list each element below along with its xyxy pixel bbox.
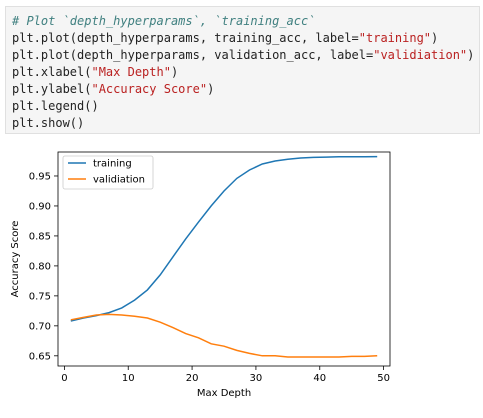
x-tick-label: 40 xyxy=(313,373,326,384)
code-line: plt.plot(depth_hyperparams, training_acc… xyxy=(12,30,479,47)
series-line-validiation xyxy=(70,313,378,358)
x-axis-ticks: 0 10 20 30 40 50 xyxy=(61,366,390,384)
y-tick-label: 0.65 xyxy=(29,351,51,362)
y-tick-label: 0.95 xyxy=(29,171,51,182)
code-token: ) xyxy=(207,82,215,96)
y-tick-label: 0.70 xyxy=(29,321,51,332)
code-line: plt.show() xyxy=(12,115,479,132)
legend-box xyxy=(62,155,154,190)
code-token: ) xyxy=(170,65,179,79)
x-tick-label: 30 xyxy=(250,373,263,384)
code-line: # Plot `depth_hyperparams`, `training_ac… xyxy=(12,13,479,30)
code-token: # Plot `depth_hyperparams`, `training_ac… xyxy=(12,14,316,28)
x-tick-label: 10 xyxy=(122,373,135,384)
code-line: plt.legend() xyxy=(12,98,479,115)
x-tick-label: 0 xyxy=(61,373,67,384)
code-token: "validiation" xyxy=(373,48,468,62)
legend: training validiation xyxy=(62,155,154,190)
code-token: plt.show() xyxy=(12,116,85,130)
y-tick-label: 0.75 xyxy=(29,291,51,302)
code-token: ) xyxy=(467,48,475,62)
legend-label: validiation xyxy=(93,175,145,186)
series-lines xyxy=(70,155,378,358)
legend-label: training xyxy=(93,159,132,170)
code-line: plt.plot(depth_hyperparams, validation_a… xyxy=(12,47,479,64)
code-cell[interactable]: # Plot `depth_hyperparams`, `training_ac… xyxy=(5,6,480,134)
code-token: plt.plot(depth_hyperparams, training_acc… xyxy=(12,31,359,45)
y-axis-ticks: 0.65 0.70 0.75 0.80 0.85 0.90 0.95 xyxy=(29,171,58,362)
code-token: plt.xlabel( xyxy=(12,65,92,79)
code-line: plt.ylabel("Accuracy Score") xyxy=(12,81,479,98)
code-line: plt.xlabel("Max Depth") xyxy=(12,64,479,81)
x-tick-label: 20 xyxy=(186,373,199,384)
y-tick-label: 0.80 xyxy=(29,261,51,272)
y-tick-label: 0.85 xyxy=(29,231,51,242)
code-editor[interactable]: # Plot `depth_hyperparams`, `training_ac… xyxy=(6,7,479,132)
series-line-training xyxy=(70,155,378,322)
line-chart: 0 10 20 30 40 50 0.65 0.70 0.75 0.80 0.85 0.90 0.95… xyxy=(10,151,391,399)
code-token: "Max Depth" xyxy=(91,65,171,79)
x-tick-label: 50 xyxy=(377,373,390,384)
code-token: plt.plot(depth_hyperparams, validation_a… xyxy=(12,48,374,62)
x-axis-label: Max Depth xyxy=(197,388,251,399)
code-token: ) xyxy=(431,31,439,45)
y-axis-label: Accuracy Score xyxy=(10,221,21,298)
code-token: "training" xyxy=(358,31,432,45)
code-token: plt.legend() xyxy=(12,99,99,113)
code-token: "Accuracy Score" xyxy=(91,82,208,96)
y-tick-label: 0.90 xyxy=(29,201,51,212)
code-token: plt.ylabel( xyxy=(12,82,92,96)
